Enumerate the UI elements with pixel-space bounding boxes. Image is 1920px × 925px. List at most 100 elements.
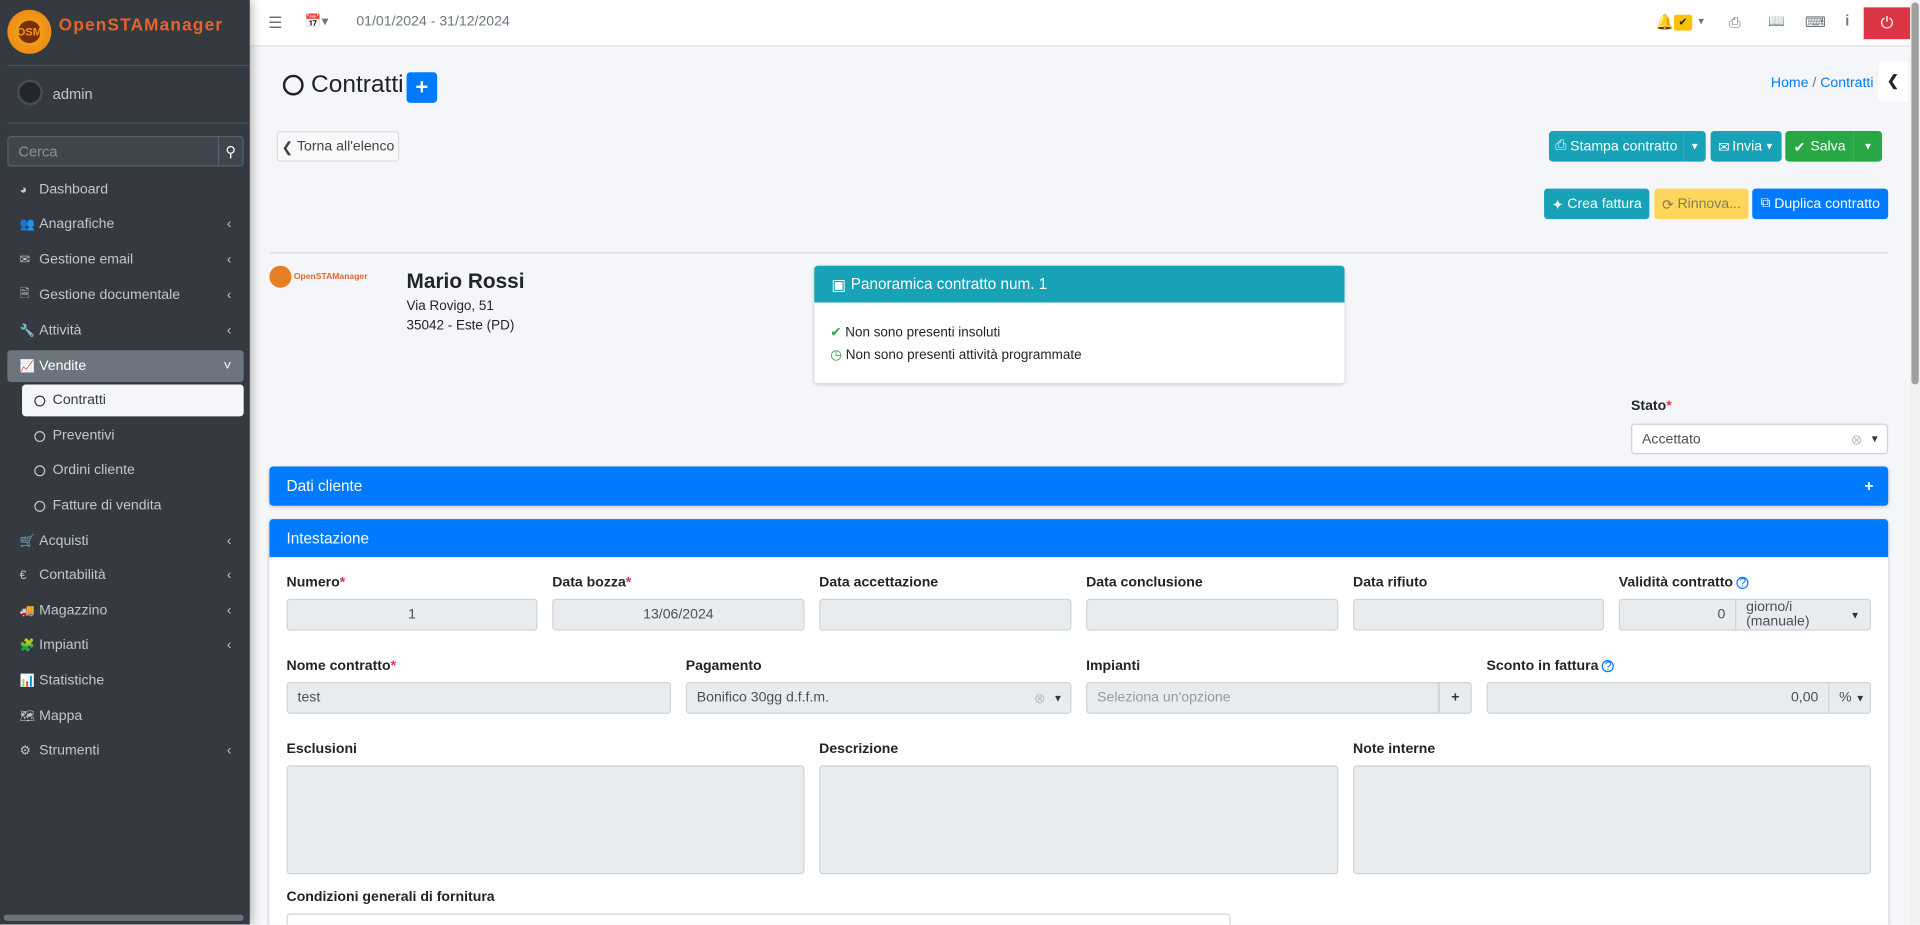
send-button[interactable]: ✉ Invia ▼ [1710, 131, 1782, 162]
note-textarea[interactable] [1353, 765, 1872, 875]
user-name[interactable]: admin [52, 85, 93, 103]
help-icon[interactable]: ? [1602, 660, 1615, 673]
sidebar-item-dashboard[interactable]: ◕ Dashboard [7, 174, 243, 206]
sidebar-item-label: Attività [39, 323, 82, 338]
search-icon: ⚲ [225, 142, 237, 160]
intestazione-title: Intestazione [286, 529, 370, 547]
overview-item: ✔ Non sono presenti insoluti [830, 325, 1001, 341]
validita-unit-select[interactable]: giorno/i (manuale) ▼ [1735, 598, 1872, 631]
customer-city: 35042 - Este (PD) [406, 318, 515, 334]
bell-icon[interactable]: 🔔 [1655, 13, 1674, 31]
page-title: Contratti [311, 71, 404, 98]
right-panel-toggle[interactable]: ❮ [1878, 61, 1908, 102]
overview-card: ▣ Panoramica contratto num. 1 ✔ Non sono … [814, 265, 1345, 384]
data-bozza-label: Data bozza* [552, 575, 632, 591]
book-icon[interactable]: 📖 [1768, 14, 1785, 30]
sidebar-item-ordini-cliente[interactable]: Ordini cliente [22, 454, 244, 486]
intestazione-header: Intestazione [269, 519, 1889, 558]
clear-icon[interactable]: ⊗ [1033, 691, 1046, 707]
logo-icon[interactable]: OSM [7, 9, 52, 54]
data-rifiuto-input[interactable] [1353, 598, 1605, 631]
expand-icon[interactable]: + [1864, 477, 1874, 495]
sidebar-item-vendite[interactable]: 📈 Vendite ˅ [7, 350, 244, 383]
help-icon[interactable]: ? [1736, 576, 1749, 590]
sidebar-item-contabilit-[interactable]: € Contabilità ‹ [7, 560, 243, 592]
sidebar-item-preventivi[interactable]: Preventivi [22, 420, 244, 452]
sidebar-item-magazzino[interactable]: 🚚 Magazzino ‹ [7, 595, 243, 627]
pagamento-select[interactable]: Bonifico 30gg d.f.f.m. ⊗ ▼ [685, 682, 1072, 714]
sconto-input[interactable]: 0,00 [1486, 682, 1830, 714]
sidebar-item-attivit-[interactable]: 🔧 Attività ‹ [7, 315, 243, 347]
esclusioni-textarea[interactable] [286, 765, 805, 875]
numero-label: Numero* [286, 575, 346, 591]
print-dropdown-toggle[interactable]: ▼ [1683, 131, 1706, 162]
numero-input[interactable]: 1 [286, 598, 538, 631]
avatar[interactable] [17, 79, 43, 106]
sidebar-item-label: Strumenti [39, 743, 100, 758]
sidebar-item-statistiche[interactable]: 📊 Statistiche [7, 665, 243, 697]
sidebar-scrollbar[interactable] [3, 914, 244, 921]
sidebar-item-strumenti[interactable]: ⚙ Strumenti ‹ [7, 735, 243, 767]
info-icon[interactable]: i [1845, 12, 1850, 30]
save-button[interactable]: ✔ Salva [1785, 131, 1854, 162]
duplicate-button[interactable]: ⧉ Duplica contratto [1752, 188, 1889, 220]
divider [269, 252, 1889, 254]
breadcrumb-home[interactable]: Home [1770, 75, 1809, 91]
sidebar-item-anagrafiche[interactable]: 👥 Anagrafiche ‹ [7, 208, 243, 240]
divider [7, 122, 250, 124]
nome-input[interactable]: test [286, 682, 672, 714]
data-conclusione-input[interactable] [1086, 598, 1339, 631]
validita-input[interactable]: 0 [1618, 598, 1737, 631]
app-logo[interactable]: OpenSTAManager [58, 14, 224, 35]
chevron-left-icon: ‹ [226, 533, 232, 549]
sidebar-item-gestione-documentale[interactable]: 🗎 Gestione documentale ‹ [7, 279, 243, 311]
data-accettazione-label: Data accettazione [819, 575, 939, 591]
add-contract-button[interactable]: + [406, 72, 438, 103]
data-bozza-input[interactable]: 13/06/2024 [552, 598, 805, 631]
sidebar-item-contratti[interactable]: Contratti [22, 384, 244, 417]
map-icon: ▣ [831, 276, 846, 294]
menu-toggle-icon[interactable]: ☰ [268, 13, 283, 32]
stato-select[interactable]: Accettato ⊗ ▼ [1631, 423, 1889, 455]
chevron-left-icon: ❮ [1886, 72, 1900, 90]
sidebar-item-acquisti[interactable]: 🛒 Acquisti ‹ [7, 525, 243, 557]
add-impianto-button[interactable]: + [1438, 682, 1472, 714]
caret-down-icon[interactable]: ▾ [1698, 14, 1704, 27]
breadcrumb-contratti[interactable]: Contratti [1820, 75, 1874, 91]
create-invoice-button[interactable]: ✦ Crea fattura [1544, 188, 1650, 220]
print-label: Stampa contratto [1570, 138, 1678, 154]
send-label: Invia [1732, 138, 1763, 154]
logout-button[interactable]: ⏻ [1863, 7, 1911, 40]
calendar-icon[interactable]: 📅▾ [304, 14, 329, 30]
search-button[interactable]: ⚲ [217, 137, 242, 166]
search-input[interactable] [8, 137, 218, 166]
renew-button[interactable]: ⟳ Rinnova... [1654, 188, 1749, 220]
sidebar-item-label: Acquisti [39, 533, 89, 549]
condizioni-editor[interactable] [286, 913, 1231, 925]
customer-address: Via Rovigo, 51 [406, 298, 494, 314]
sidebar-item-fatture-di-vendita[interactable]: Fatture di vendita [22, 490, 244, 522]
back-button[interactable]: ❮ Torna all'elenco [276, 131, 400, 162]
save-dropdown-toggle[interactable]: ▼ [1853, 131, 1883, 162]
clear-icon[interactable]: ⊗ [1850, 432, 1863, 448]
descrizione-textarea[interactable] [819, 765, 1339, 875]
impianti-select[interactable]: Seleziona un'opzione [1086, 682, 1439, 714]
sidebar-item-mappa[interactable]: 🗺 Mappa [7, 700, 243, 732]
cart-icon: 🛒 [19, 534, 35, 548]
dati-cliente-card[interactable]: Dati cliente + [269, 466, 1889, 506]
divider [7, 64, 250, 67]
sidebar-item-label: Vendite [39, 358, 87, 374]
date-range[interactable]: 01/01/2024 - 31/12/2024 [356, 14, 510, 30]
page-scrollbar[interactable] [1910, 0, 1920, 925]
topbar: ☰ 📅▾ 01/01/2024 - 31/12/2024 🔔 ✔ ▾ ⎙ 📖 ⌨… [249, 0, 1911, 47]
print-icon[interactable]: ⎙ [1728, 13, 1741, 31]
sidebar-item-label: Fatture di vendita [52, 498, 162, 514]
data-accettazione-input[interactable] [819, 598, 1072, 631]
sidebar-item-impianti[interactable]: 🧩 Impianti ‹ [7, 629, 243, 661]
print-contract-button[interactable]: ⎙ Stampa contratto [1548, 131, 1684, 162]
refresh-icon: ⟳ [1661, 197, 1674, 213]
check-badge-icon[interactable]: ✔ [1673, 14, 1693, 31]
keyboard-icon[interactable]: ⌨ [1804, 13, 1827, 31]
sconto-unit-select[interactable]: % ▼ [1828, 682, 1872, 714]
sidebar-item-gestione-email[interactable]: ✉ Gestione email ‹ [7, 244, 243, 276]
